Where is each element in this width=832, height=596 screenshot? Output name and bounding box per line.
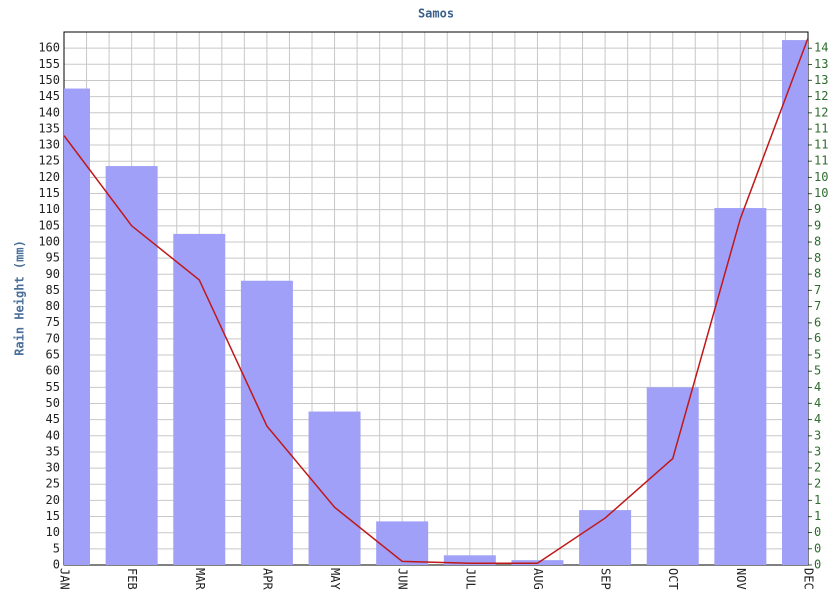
y2-tick-label: 5 <box>814 347 821 361</box>
bar <box>105 166 158 565</box>
y-tick-label: 15 <box>46 509 60 523</box>
bar <box>646 387 699 565</box>
y-tick-label: 65 <box>46 348 60 362</box>
y-tick-label: 95 <box>46 251 60 265</box>
x-tick-label: JUN <box>396 568 410 590</box>
line <box>64 37 808 564</box>
y-tick-label: 30 <box>46 461 60 475</box>
y-tick-label: 100 <box>38 234 60 248</box>
y-tick-label: 90 <box>46 267 60 281</box>
y-tick-label: 50 <box>46 396 60 410</box>
y2-tick-label: 2 <box>814 477 821 491</box>
x-tick-label: JUL <box>463 568 477 590</box>
bar <box>443 555 496 565</box>
y-tick-label: 145 <box>38 89 60 103</box>
y2-tick-label: 11 <box>814 122 828 136</box>
y-tick-label: 130 <box>38 138 60 152</box>
y-tick-label: 105 <box>38 218 60 232</box>
y-tick-label: 10 <box>46 525 60 539</box>
y-tick-label: 0 <box>53 558 60 572</box>
y-tick-label: 110 <box>38 202 60 216</box>
y2-tick-label: 5 <box>814 364 821 378</box>
bar <box>714 208 767 565</box>
y2-tick-label: 9 <box>814 202 821 216</box>
y-tick-label: 55 <box>46 380 60 394</box>
x-tick-label: NOV <box>734 568 748 590</box>
y-tick-label: 70 <box>46 331 60 345</box>
y2-tick-label: 10 <box>814 170 828 184</box>
y2-tick-label: 13 <box>814 73 828 87</box>
y-tick-label: 120 <box>38 170 60 184</box>
bar <box>173 233 226 565</box>
y2-tick-label: 4 <box>814 412 821 426</box>
x-tick-label: MAY <box>328 568 342 590</box>
bar <box>64 88 90 565</box>
y-tick-label: 150 <box>38 73 60 87</box>
y-tick-label: 60 <box>46 364 60 378</box>
y2-tick-label: 0 <box>814 541 821 555</box>
y2-tick-label: 4 <box>814 396 821 410</box>
chart-title: Samos <box>418 7 454 21</box>
x-tick-label: MAR <box>193 568 207 590</box>
y-tick-label: 160 <box>38 41 60 55</box>
y-tick-label: 35 <box>46 444 60 458</box>
y2-tick-label: 8 <box>814 235 821 249</box>
y2-tick-label: 1 <box>814 493 821 507</box>
y-tick-label: 85 <box>46 283 60 297</box>
y2-tick-label: 7 <box>814 283 821 297</box>
y-tick-label: 155 <box>38 57 60 71</box>
bar <box>308 411 361 565</box>
y2-tick-label: 12 <box>814 89 828 103</box>
x-tick-label: AUG <box>531 568 545 590</box>
y2-tick-label: 14 <box>814 41 828 55</box>
x-tick-label: OCT <box>666 568 680 590</box>
y2-tick-label: 11 <box>814 154 828 168</box>
bar <box>782 40 808 565</box>
y2-tick-label: 3 <box>814 428 821 442</box>
y2-tick-label: 7 <box>814 299 821 313</box>
y2-tick-label: 6 <box>814 331 821 345</box>
x-tick-label: SEP <box>599 568 613 590</box>
y-axis-title: Rain Height (mm) <box>13 240 27 356</box>
y-tick-label: 5 <box>53 541 60 555</box>
y-tick-label: 75 <box>46 315 60 329</box>
plot-area <box>64 37 808 565</box>
y-tick-label: 20 <box>46 493 60 507</box>
y-tick-label: 140 <box>38 105 60 119</box>
x-tick-label: FEB <box>125 568 139 590</box>
x-tick-label: APR <box>260 568 274 590</box>
y2-tick-label: 12 <box>814 105 828 119</box>
y2-tick-label: 0 <box>814 558 821 572</box>
y2-tick-label: 0 <box>814 525 821 539</box>
y-tick-label: 125 <box>38 154 60 168</box>
y2-tick-label: 2 <box>814 460 821 474</box>
y2-tick-label: 3 <box>814 445 821 459</box>
y2-tick-label: 9 <box>814 218 821 232</box>
bar <box>579 510 632 565</box>
y2-tick-label: 13 <box>814 57 828 71</box>
bar <box>240 280 293 565</box>
bar <box>376 521 429 565</box>
y-tick-label: 135 <box>38 121 60 135</box>
y2-tick-label: 8 <box>814 251 821 265</box>
y2-tick-label: 6 <box>814 315 821 329</box>
y-tick-label: 25 <box>46 477 60 491</box>
y2-tick-label: 11 <box>814 137 828 151</box>
y-tick-label: 45 <box>46 412 60 426</box>
y2-tick-label: 1 <box>814 509 821 523</box>
y2-tick-label: 10 <box>814 186 828 200</box>
y-tick-label: 115 <box>38 186 60 200</box>
y2-tick-label: 4 <box>814 380 821 394</box>
x-tick-label: DEC <box>802 568 816 590</box>
y-tick-label: 80 <box>46 299 60 313</box>
y-tick-label: 40 <box>46 428 60 442</box>
y2-tick-label: 8 <box>814 267 821 281</box>
x-tick-label: JAN <box>58 568 72 590</box>
